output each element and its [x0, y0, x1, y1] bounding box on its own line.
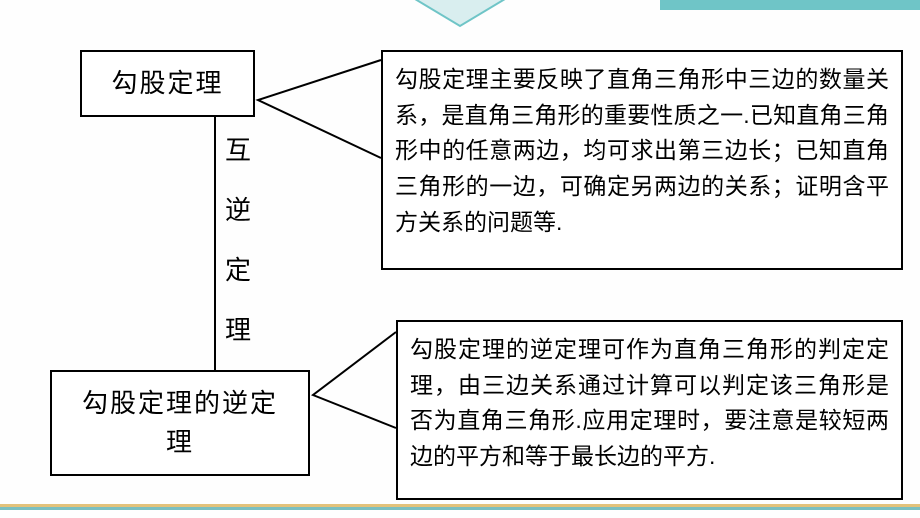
node-label: 勾股定理	[111, 68, 223, 98]
callout-text: 勾股定理的逆定理可作为直角三角形的判定定理，由三边关系通过计算可以判定该三角形是…	[410, 336, 889, 469]
edge-label-char: 定	[223, 250, 253, 287]
diagram-stage: 勾股定理 勾股定理的逆定理 互 逆 定 理 勾股定理主要反映了直角三角形中三边的…	[0, 0, 920, 518]
node-pythagoras-inverse: 勾股定理的逆定理	[50, 370, 310, 476]
node-pythagoras: 勾股定理	[80, 50, 255, 117]
bottom-accent-bar	[0, 504, 920, 510]
edge-label-char: 逆	[223, 190, 253, 227]
top-accent-bar	[660, 0, 920, 10]
edge-label-char: 理	[223, 310, 253, 347]
edge-label-char: 互	[223, 130, 253, 167]
node-label: 勾股定理的逆定理	[82, 388, 278, 457]
callout-inverse: 勾股定理的逆定理可作为直角三角形的判定定理，由三边关系通过计算可以判定该三角形是…	[396, 320, 903, 500]
chevron-down-icon	[400, 0, 520, 30]
callout-pythagoras: 勾股定理主要反映了直角三角形中三边的数量关系，是直角三角形的重要性质之一.已知直…	[381, 50, 903, 270]
callout-text: 勾股定理主要反映了直角三角形中三边的数量关系，是直角三角形的重要性质之一.已知直…	[395, 66, 889, 235]
